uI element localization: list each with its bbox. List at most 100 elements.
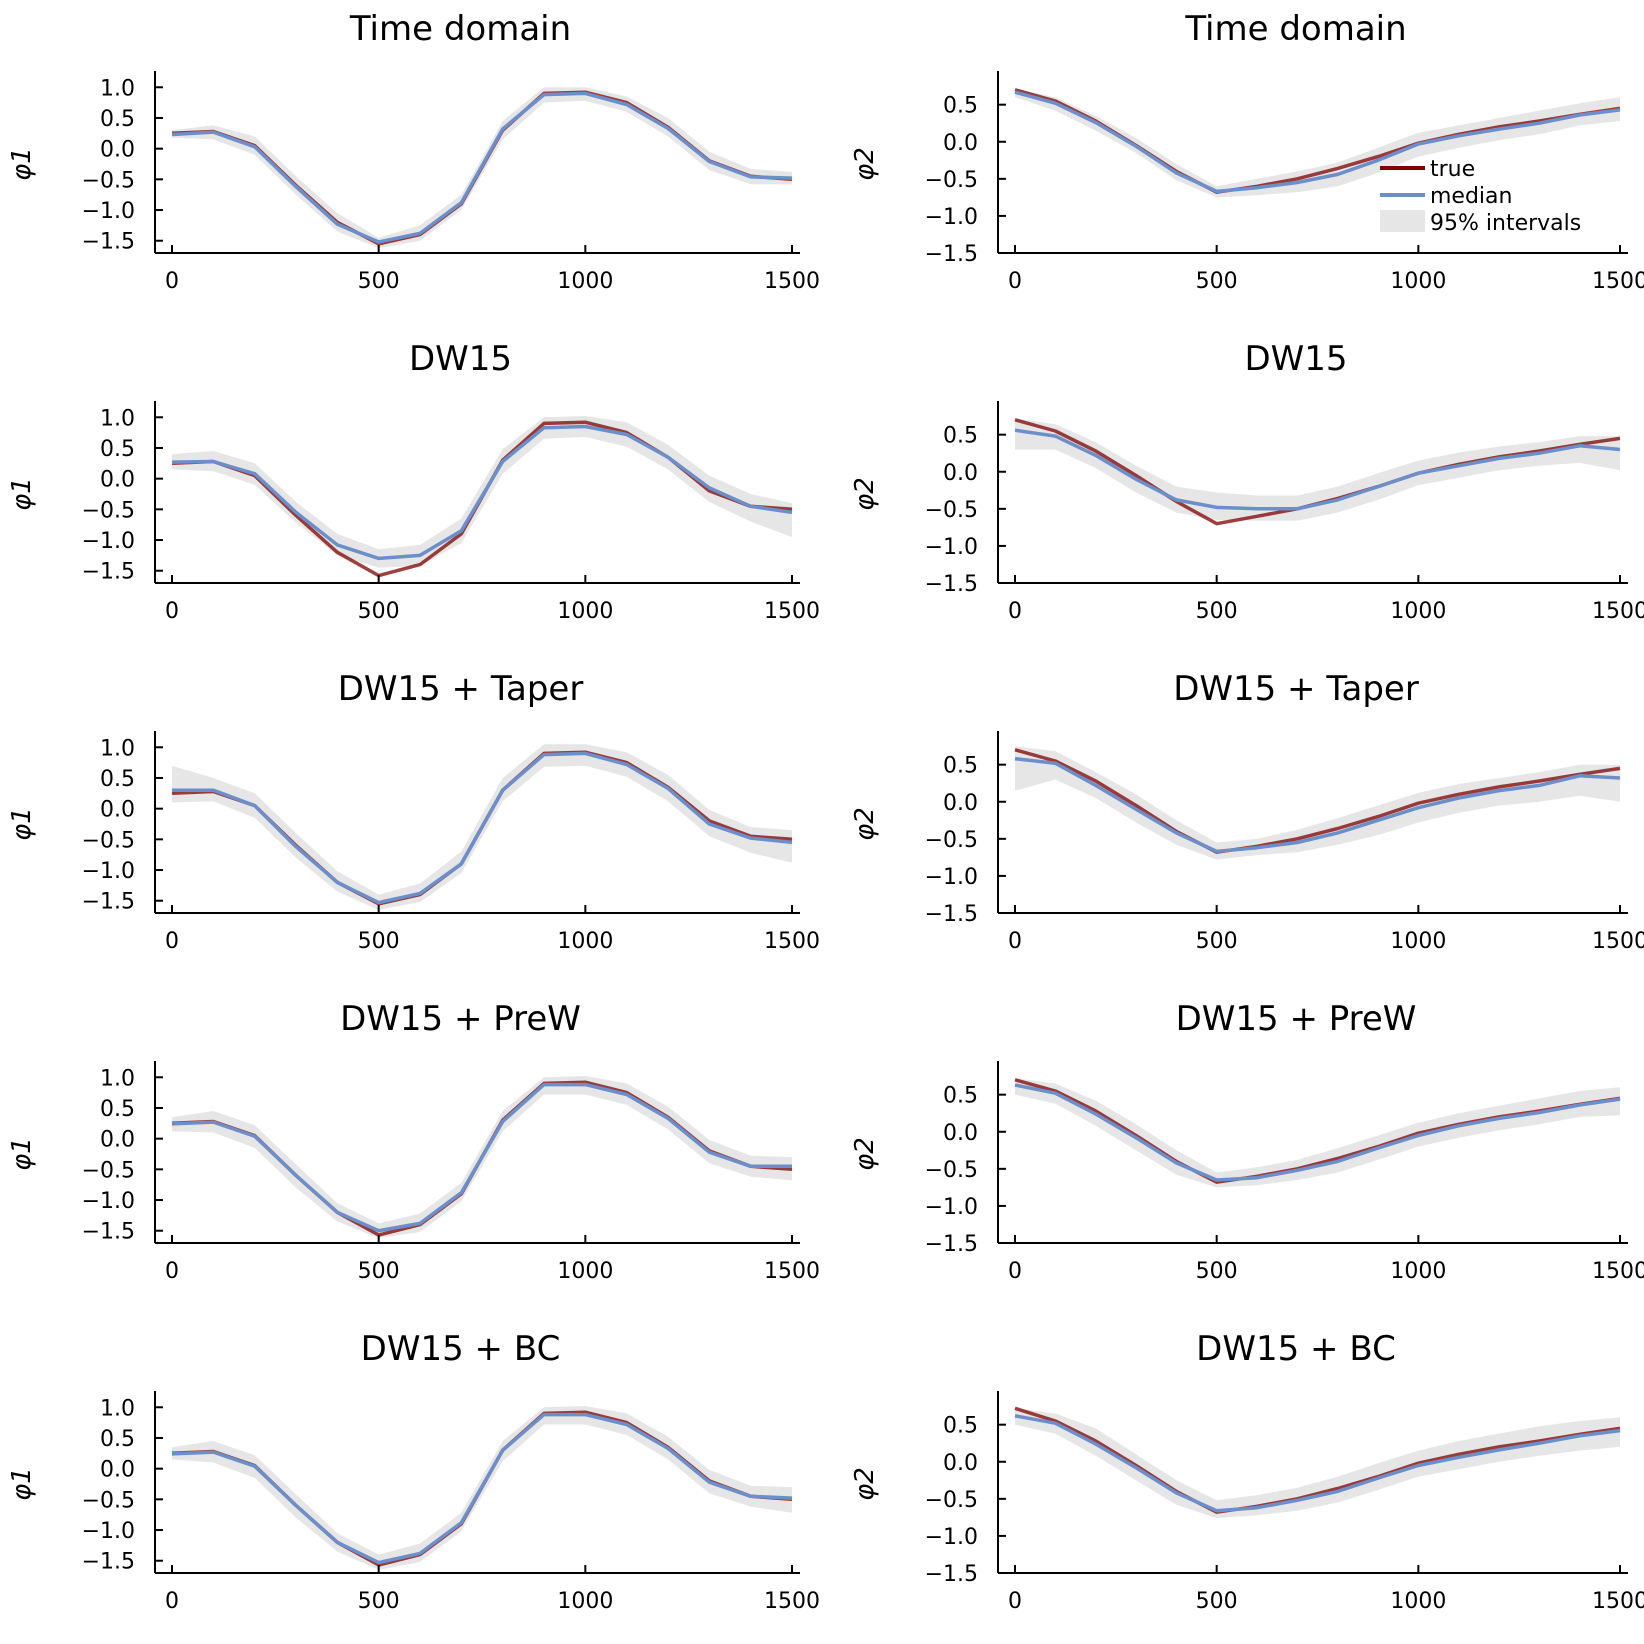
subplot-title: Time domain — [1184, 9, 1406, 49]
x-tick-label: 1500 — [764, 599, 820, 624]
x-tick-label: 0 — [1008, 1259, 1022, 1284]
x-tick-label: 1000 — [1390, 269, 1446, 294]
x-tick-label: 500 — [358, 269, 400, 294]
series-interval-band — [1015, 88, 1620, 198]
series-interval-band — [172, 416, 792, 568]
y-axis-label: φ2 — [850, 807, 880, 841]
x-tick-label: 500 — [358, 1259, 400, 1284]
y-tick-label: 0.5 — [100, 437, 135, 462]
x-tick-label: 500 — [358, 1589, 400, 1614]
y-tick-label: 0.5 — [943, 754, 978, 779]
y-axis-label: φ1 — [7, 1137, 37, 1171]
y-tick-label: −0.5 — [925, 168, 978, 193]
subplot-8: DW15 + BC φ1 0 500 1000 1500 1.0 0.5 0.0 −0.5 −1.0… — [7, 1329, 820, 1614]
subplot-title: DW15 + BC — [1196, 1329, 1396, 1369]
legend-entry: true — [1430, 157, 1475, 182]
y-tick-label: 0.5 — [100, 1427, 135, 1452]
y-tick-label: −1.5 — [925, 242, 978, 267]
y-tick-label: 0.0 — [100, 1458, 135, 1483]
y-tick-label: 0.0 — [100, 138, 135, 163]
y-tick-label: 0.0 — [100, 468, 135, 493]
subplot-2: DW15 φ1 0 500 1000 1500 1.0 0.5 0.0 −0.5 −1.0 −1.5 — [7, 339, 820, 624]
x-tick-label: 1500 — [1592, 1259, 1644, 1284]
y-tick-label: 1.0 — [100, 406, 135, 431]
series-line-median — [171, 1082, 792, 1233]
subplot-title: DW15 — [1244, 339, 1347, 379]
y-tick-label: 1.0 — [100, 76, 135, 101]
y-tick-label: −1.5 — [925, 902, 978, 927]
y-tick-label: 0.0 — [943, 1121, 978, 1146]
x-tick-label: 1000 — [1390, 599, 1446, 624]
legend-swatch-interval — [1380, 210, 1425, 232]
y-tick-label: −1.0 — [82, 529, 135, 554]
x-tick-label: 1000 — [557, 599, 613, 624]
subplot-title: Time domain — [349, 9, 571, 49]
y-tick-label: 0.5 — [100, 767, 135, 792]
subplot-title: DW15 + Taper — [338, 669, 584, 709]
series-line-true — [1014, 1406, 1621, 1514]
y-tick-label: −1.5 — [925, 1562, 978, 1587]
y-tick-label: −0.5 — [925, 828, 978, 853]
y-tick-label: −1.0 — [925, 1195, 978, 1220]
subplot-4: DW15 + Taper φ1 0 500 1000 1500 1.0 0.5 0.0 −0.5 −… — [7, 669, 820, 954]
series-interval-band — [1015, 746, 1620, 860]
y-tick-label: 0.0 — [943, 131, 978, 156]
y-tick-label: 0.0 — [943, 791, 978, 816]
x-tick-label: 500 — [1196, 1259, 1238, 1284]
y-tick-label: −1.5 — [82, 230, 135, 255]
y-tick-label: −0.5 — [925, 1158, 978, 1183]
x-tick-label: 0 — [1008, 1589, 1022, 1614]
x-tick-label: 1000 — [1390, 929, 1446, 954]
subplot-title: DW15 + PreW — [1176, 999, 1417, 1039]
x-tick-label: 0 — [165, 599, 179, 624]
y-tick-label: 0.5 — [100, 1097, 135, 1122]
x-tick-label: 500 — [1196, 1589, 1238, 1614]
x-tick-label: 0 — [1008, 269, 1022, 294]
x-tick-label: 0 — [165, 1259, 179, 1284]
y-tick-label: −1.0 — [82, 1519, 135, 1544]
x-tick-label: 500 — [1196, 929, 1238, 954]
x-tick-label: 1500 — [1592, 269, 1644, 294]
y-tick-label: −1.0 — [925, 535, 978, 560]
y-tick-label: 0.5 — [100, 107, 135, 132]
y-axis-label: φ2 — [850, 1137, 880, 1171]
x-tick-label: 0 — [1008, 599, 1022, 624]
x-tick-label: 1000 — [1390, 1259, 1446, 1284]
y-tick-label: 0.0 — [100, 798, 135, 823]
series-line-median — [171, 424, 793, 561]
y-tick-label: −0.5 — [82, 1488, 135, 1513]
y-tick-label: −1.5 — [82, 890, 135, 915]
x-tick-label: 0 — [165, 929, 179, 954]
x-tick-label: 1000 — [557, 1589, 613, 1614]
series-line-median — [172, 751, 793, 905]
legend-entry: 95% intervals — [1430, 211, 1581, 236]
x-tick-label: 500 — [1196, 599, 1238, 624]
y-tick-label: −1.5 — [925, 572, 978, 597]
y-tick-label: 0.0 — [100, 1128, 135, 1153]
legend-entry: median — [1430, 184, 1512, 209]
y-tick-label: −1.0 — [82, 1189, 135, 1214]
series-line-true — [1014, 748, 1621, 854]
subplot-6: DW15 + PreW φ1 0 500 1000 1500 1.0 0.5 0.0 −0.5 −1… — [7, 999, 820, 1284]
series-interval-band — [1015, 1408, 1620, 1519]
series-interval-band — [1015, 1078, 1620, 1188]
x-tick-label: 1500 — [764, 1259, 820, 1284]
subplot-7: DW15 + PreW φ2 0 500 1000 1500 0.5 0.0 −0.5 −1.0 −… — [850, 999, 1644, 1284]
y-tick-label: 0.0 — [943, 461, 978, 486]
series-line-median — [171, 1412, 793, 1565]
y-tick-label: 0.5 — [943, 94, 978, 119]
y-tick-label: −0.5 — [82, 1158, 135, 1183]
y-tick-label: −1.5 — [82, 1220, 135, 1245]
x-tick-label: 1500 — [1592, 929, 1644, 954]
y-tick-label: 0.5 — [943, 424, 978, 449]
y-axis-label: φ1 — [7, 147, 37, 181]
x-tick-label: 0 — [165, 1589, 179, 1614]
subplot-5: DW15 + Taper φ2 0 500 1000 1500 0.5 0.0 −0.5 −1.0… — [850, 669, 1644, 954]
subplot-9: DW15 + BC φ2 0 500 1000 1500 0.5 0.0 −0.5 −1.0 −1.… — [850, 1329, 1644, 1614]
x-tick-label: 1500 — [1592, 599, 1644, 624]
y-tick-label: −1.0 — [82, 199, 135, 224]
y-axis-label: φ2 — [850, 1467, 880, 1501]
y-tick-label: 1.0 — [100, 1066, 135, 1091]
y-axis-label: φ1 — [7, 1467, 37, 1501]
y-tick-label: −1.5 — [82, 1550, 135, 1575]
